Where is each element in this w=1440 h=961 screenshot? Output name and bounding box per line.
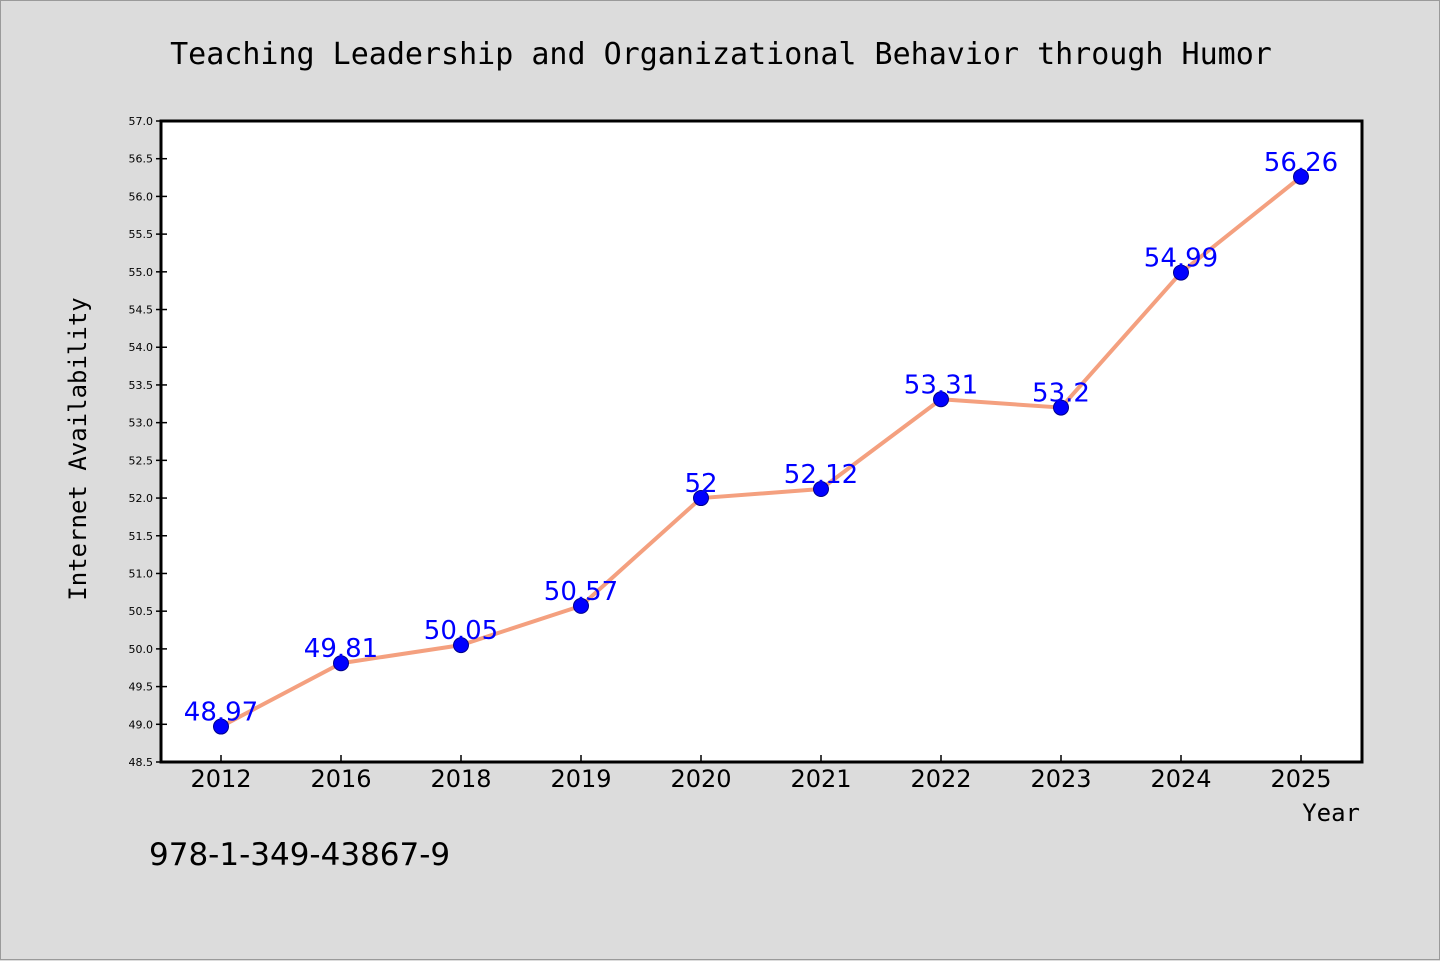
x-tick-label: 2022 (910, 765, 971, 793)
x-tick-label: 2012 (190, 765, 251, 793)
data-label: 52 (684, 469, 717, 499)
data-label: 49.81 (304, 634, 378, 664)
y-axis-label: Internet Availability (64, 297, 92, 600)
data-label: 48.97 (184, 698, 258, 728)
data-label: 54.99 (1144, 244, 1218, 274)
y-tick-label: 53.5 (129, 379, 154, 392)
plot-area (159, 119, 1364, 764)
series-layer (213, 168, 1309, 735)
y-tick-label: 52.5 (129, 454, 154, 467)
data-point (573, 597, 589, 614)
y-tick-label: 50.0 (129, 643, 154, 656)
data-point (213, 718, 229, 735)
x-tick-label: 2021 (790, 765, 851, 793)
data-point (933, 391, 949, 408)
x-tick-label: 2016 (310, 765, 371, 793)
y-tick-label: 50.5 (129, 605, 154, 618)
y-tick-label: 52.0 (129, 492, 154, 505)
y-axis: 48.5 49.0 49.5 50.0 50.5 51.0 51.5 52.0 52.5 53.0… (129, 115, 167, 769)
data-point (813, 481, 829, 498)
data-label: 50.05 (424, 616, 498, 646)
y-tick-label: 53.0 (129, 417, 154, 430)
y-tick-label: 56.0 (129, 190, 154, 203)
y-tick-label: 51.5 (129, 530, 154, 543)
y-tick-label: 48.5 (129, 756, 154, 769)
y-tick-label: 51.0 (129, 567, 154, 580)
data-label: 53.2 (1032, 379, 1090, 409)
y-tick-label: 49.0 (129, 718, 154, 731)
y-tick-label: 57.0 (129, 115, 154, 128)
data-point (1293, 168, 1309, 185)
chart-title: Teaching Leadership and Organizational B… (170, 37, 1272, 72)
data-point (453, 637, 469, 654)
y-tick-label: 56.5 (129, 153, 154, 166)
series-line (219, 174, 1303, 729)
x-tick-label: 2020 (670, 765, 731, 793)
y-tick-label: 55.5 (129, 228, 154, 241)
x-tick-label: 2023 (1030, 765, 1091, 793)
isbn-text: 978-1-349-43867-9 (149, 837, 450, 873)
x-tick-label: 2024 (1150, 765, 1211, 793)
data-point (693, 490, 709, 507)
data-label: 50.57 (544, 577, 618, 607)
x-tick-label: 2019 (550, 765, 611, 793)
x-tick-label: 2018 (430, 765, 491, 793)
y-tick-label: 54.0 (129, 341, 154, 354)
y-tick-label: 54.5 (129, 304, 154, 317)
data-point (1173, 264, 1189, 281)
data-label: 56.26 (1264, 148, 1338, 178)
data-point (333, 655, 349, 672)
data-point (1053, 399, 1069, 416)
x-tick-label: 2025 (1270, 765, 1331, 793)
y-tick-label: 55.0 (129, 266, 154, 279)
x-axis-label: Year (1302, 799, 1360, 827)
data-label: 52.12 (784, 460, 858, 490)
y-tick-label: 49.5 (129, 681, 154, 694)
data-label: 53.31 (904, 370, 978, 400)
data-labels: 48.97 49.81 50.05 50.57 52 52.12 53.31 53.2 54.9… (184, 148, 1338, 728)
x-axis: 2012 2016 2018 2019 2020 2021 2022 2023 2024 2025 (190, 755, 1332, 793)
